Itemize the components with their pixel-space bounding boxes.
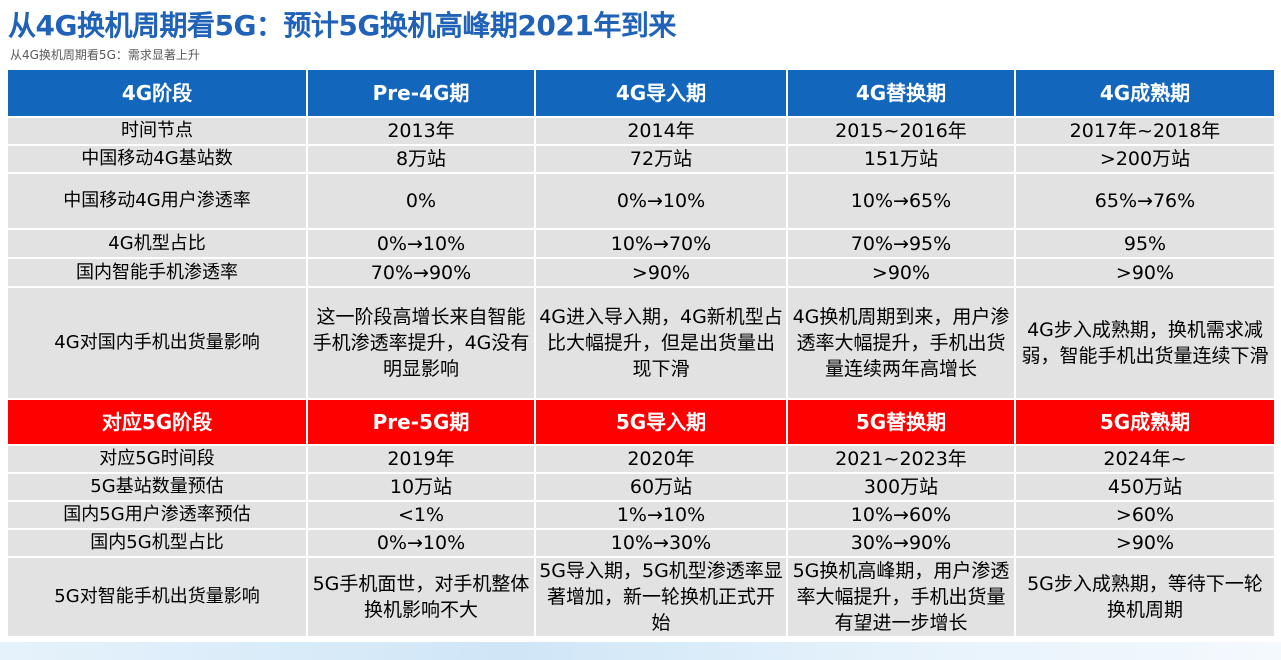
- table-row: 4G机型占比 0%→10% 10%→70% 70%→95% 95%: [6, 228, 1276, 259]
- table-cell: 4G换机周期到来，用户渗透率大幅提升，手机出货量连续两年高增长: [786, 286, 1016, 400]
- table-cell: 70%→95%: [786, 228, 1016, 259]
- table-row: 4G对国内手机出货量影响 这一阶段高增长来自智能手机渗透率提升，4G没有明显影响…: [6, 286, 1276, 400]
- header-cell: 4G成熟期: [1014, 68, 1276, 118]
- table-cell: 0%→10%: [306, 228, 536, 259]
- row-label: 对应5G时间段: [6, 444, 308, 474]
- table-cell: 10万站: [306, 472, 536, 502]
- row-label: 4G对国内手机出货量影响: [6, 286, 308, 400]
- table-cell: 5G手机面世，对手机整体换机影响不大: [306, 556, 536, 638]
- row-label: 5G基站数量预估: [6, 472, 308, 502]
- table-cell: 72万站: [534, 144, 788, 174]
- table-cell: 10%→60%: [786, 500, 1016, 530]
- table-row: 国内5G机型占比 0%→10% 10%→30% 30%→90% >90%: [6, 528, 1276, 558]
- table-cell: 2019年: [306, 444, 536, 474]
- table-row: 时间节点 2013年 2014年 2015~2016年 2017年~2018年: [6, 116, 1276, 146]
- table-cell: 2021~2023年: [786, 444, 1016, 474]
- header-cell: 4G导入期: [534, 68, 788, 118]
- table-cell: 8万站: [306, 144, 536, 174]
- row-label: 国内5G用户渗透率预估: [6, 500, 308, 530]
- table-cell: 1%→10%: [534, 500, 788, 530]
- table-cell: 0%: [306, 172, 536, 230]
- table-row: 5G对智能手机出货量影响 5G手机面世，对手机整体换机影响不大 5G导入期，5G…: [6, 556, 1276, 638]
- row-label: 中国移动4G用户渗透率: [6, 172, 308, 230]
- table-cell: 450万站: [1014, 472, 1276, 502]
- header-cell: 4G阶段: [6, 68, 308, 118]
- table-cell: 10%→65%: [786, 172, 1016, 230]
- table-cell: 2017年~2018年: [1014, 116, 1276, 146]
- table-cell: 4G进入导入期，4G新机型占比大幅提升，但是出货量出现下滑: [534, 286, 788, 400]
- page-title: 从4G换机周期看5G：预计5G换机高峰期2021年到来: [8, 9, 676, 42]
- table-cell: 30%→90%: [786, 528, 1016, 558]
- table-cell: >90%: [1014, 528, 1276, 558]
- table-cell: >90%: [786, 257, 1016, 288]
- table-row: 中国移动4G用户渗透率 0% 0%→10% 10%→65% 65%→76%: [6, 172, 1276, 230]
- row-label: 中国移动4G基站数: [6, 144, 308, 174]
- footer-decoration: [0, 642, 1281, 660]
- row-label: 时间节点: [6, 116, 308, 146]
- table-cell: >60%: [1014, 500, 1276, 530]
- header-cell: Pre-5G期: [306, 398, 536, 446]
- table-cell: 10%→30%: [534, 528, 788, 558]
- table-cell: 2014年: [534, 116, 788, 146]
- table-cell: 2020年: [534, 444, 788, 474]
- table-cell: 5G换机高峰期，用户渗透率大幅提升，手机出货量有望进一步增长: [786, 556, 1016, 638]
- table-row: 5G基站数量预估 10万站 60万站 300万站 450万站: [6, 472, 1276, 502]
- header-cell: 对应5G阶段: [6, 398, 308, 446]
- table-row: 对应5G时间段 2019年 2020年 2021~2023年 2024年~: [6, 444, 1276, 474]
- row-label: 国内智能手机渗透率: [6, 257, 308, 288]
- row-label: 4G机型占比: [6, 228, 308, 259]
- table-cell: 2013年: [306, 116, 536, 146]
- header-row-5g: 对应5G阶段 Pre-5G期 5G导入期 5G替换期 5G成熟期: [6, 398, 1276, 446]
- table-cell: 300万站: [786, 472, 1016, 502]
- table-cell: 0%→10%: [306, 528, 536, 558]
- table-cell: 4G步入成熟期，换机需求减弱，智能手机出货量连续下滑: [1014, 286, 1276, 400]
- table-cell: 这一阶段高增长来自智能手机渗透率提升，4G没有明显影响: [306, 286, 536, 400]
- header-cell: 5G导入期: [534, 398, 788, 446]
- table-cell: 151万站: [786, 144, 1016, 174]
- table-cell: 2015~2016年: [786, 116, 1016, 146]
- table-cell: 5G步入成熟期，等待下一轮换机周期: [1014, 556, 1276, 638]
- row-label: 国内5G机型占比: [6, 528, 308, 558]
- table-cell: >90%: [534, 257, 788, 288]
- header-cell: 4G替换期: [786, 68, 1016, 118]
- row-label: 5G对智能手机出货量影响: [6, 556, 308, 638]
- table-cell: 0%→10%: [534, 172, 788, 230]
- table-cell: 5G导入期，5G机型渗透率显著增加，新一轮换机正式开始: [534, 556, 788, 638]
- page-subtitle: 从4G换机周期看5G：需求显著上升: [10, 48, 200, 62]
- table-cell: <1%: [306, 500, 536, 530]
- table-cell: >200万站: [1014, 144, 1276, 174]
- table-row: 中国移动4G基站数 8万站 72万站 151万站 >200万站: [6, 144, 1276, 174]
- header-cell: 5G成熟期: [1014, 398, 1276, 446]
- table-cell: 95%: [1014, 228, 1276, 259]
- header-cell: 5G替换期: [786, 398, 1016, 446]
- table-cell: 60万站: [534, 472, 788, 502]
- header-cell: Pre-4G期: [306, 68, 536, 118]
- comparison-table: 4G阶段 Pre-4G期 4G导入期 4G替换期 4G成熟期 时间节点 2013…: [6, 68, 1276, 638]
- table-cell: 2024年~: [1014, 444, 1276, 474]
- table-cell: 10%→70%: [534, 228, 788, 259]
- header-row-4g: 4G阶段 Pre-4G期 4G导入期 4G替换期 4G成熟期: [6, 68, 1276, 118]
- table-cell: >90%: [1014, 257, 1276, 288]
- table-row: 国内智能手机渗透率 70%→90% >90% >90% >90%: [6, 257, 1276, 288]
- table-row: 国内5G用户渗透率预估 <1% 1%→10% 10%→60% >60%: [6, 500, 1276, 530]
- table-cell: 65%→76%: [1014, 172, 1276, 230]
- table-cell: 70%→90%: [306, 257, 536, 288]
